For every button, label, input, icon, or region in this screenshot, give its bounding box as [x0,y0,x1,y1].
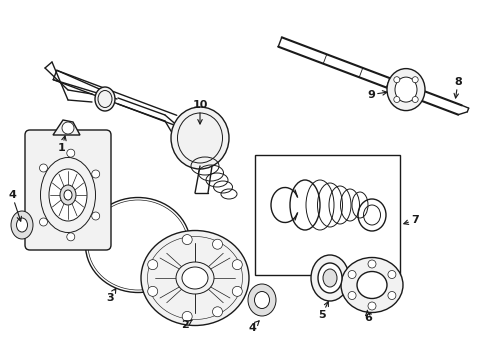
Ellipse shape [311,255,349,301]
Ellipse shape [141,230,249,325]
Ellipse shape [95,87,115,111]
Ellipse shape [254,292,270,309]
Circle shape [213,307,222,317]
Ellipse shape [177,113,222,163]
Ellipse shape [171,107,229,169]
Circle shape [394,77,400,83]
Ellipse shape [323,269,337,287]
Ellipse shape [176,262,214,294]
Text: 4: 4 [8,190,22,221]
Ellipse shape [318,263,342,293]
Circle shape [62,122,74,134]
Ellipse shape [64,190,72,200]
Circle shape [147,260,158,270]
Bar [255,155,400,275]
Circle shape [67,233,75,241]
Circle shape [368,302,376,310]
Ellipse shape [182,267,208,289]
Circle shape [388,270,396,279]
Circle shape [92,212,99,220]
Ellipse shape [41,158,96,233]
Ellipse shape [357,271,387,298]
Ellipse shape [11,211,33,239]
Circle shape [412,96,418,103]
Text: 10: 10 [192,100,208,124]
Text: 9: 9 [367,90,387,100]
Circle shape [348,270,356,279]
Ellipse shape [248,284,276,316]
Text: 5: 5 [318,302,328,320]
Ellipse shape [395,77,417,102]
Ellipse shape [341,257,403,312]
Circle shape [232,260,242,270]
Circle shape [394,96,400,103]
Ellipse shape [49,169,87,221]
Ellipse shape [17,218,27,232]
Circle shape [92,170,99,178]
Text: 3: 3 [106,288,116,303]
FancyBboxPatch shape [25,130,111,250]
Circle shape [67,149,75,157]
Polygon shape [53,120,80,135]
Circle shape [40,164,48,172]
Circle shape [388,292,396,300]
Circle shape [40,218,48,226]
Circle shape [213,239,222,249]
Text: 7: 7 [404,215,419,225]
Circle shape [348,292,356,300]
Text: 6: 6 [364,310,372,323]
Circle shape [412,77,418,83]
Text: 1: 1 [58,136,66,153]
Text: 2: 2 [181,320,192,330]
Text: 4: 4 [248,321,259,333]
Circle shape [368,260,376,268]
Circle shape [182,235,192,244]
Text: 8: 8 [454,77,462,98]
Ellipse shape [60,185,76,205]
Circle shape [147,286,158,296]
Ellipse shape [387,69,425,111]
Circle shape [182,311,192,321]
Circle shape [232,286,242,296]
Ellipse shape [98,90,112,108]
